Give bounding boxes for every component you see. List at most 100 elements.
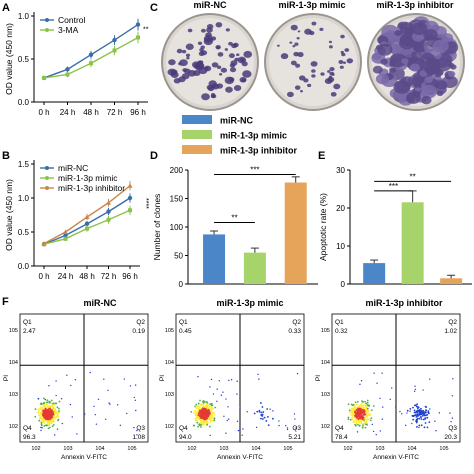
- colony: [200, 45, 205, 50]
- event-dot: [49, 413, 52, 416]
- event-dot: [356, 414, 358, 417]
- event-dot: [210, 404, 213, 407]
- legend-swatch: [182, 145, 212, 154]
- x-tick-label: 102: [343, 446, 352, 452]
- colony: [324, 78, 333, 85]
- event-dot: [209, 421, 212, 423]
- event-dot: [348, 411, 351, 413]
- event-dot: [359, 383, 361, 386]
- significance-label: ***: [389, 182, 398, 191]
- event-dot: [370, 409, 373, 412]
- quadrant-label: Q4: [179, 425, 188, 432]
- event-dot: [52, 402, 55, 405]
- event-dot: [375, 433, 377, 436]
- event-dot: [40, 423, 43, 426]
- event-dot: [389, 398, 391, 401]
- event-dot: [55, 412, 58, 414]
- colony: [187, 28, 193, 33]
- event-dot: [236, 380, 238, 382]
- colony: [217, 52, 224, 57]
- event-dot: [53, 416, 56, 419]
- event-dot: [95, 423, 98, 425]
- event-dot: [57, 418, 60, 421]
- colony: [420, 52, 436, 65]
- event-dot: [399, 410, 401, 413]
- event-dot: [434, 420, 436, 422]
- colony: [297, 52, 304, 58]
- event-dot: [365, 409, 368, 412]
- x-tick-label: 48 h: [79, 272, 95, 281]
- data-point: [84, 221, 90, 227]
- event-dot: [207, 414, 210, 417]
- event-dot: [353, 419, 356, 422]
- event-dot: [226, 419, 228, 422]
- event-dot: [48, 421, 50, 424]
- dish-agar: [166, 18, 254, 106]
- colony: [225, 28, 230, 32]
- event-dot: [204, 416, 207, 419]
- quadrant-value: 0.32: [335, 328, 348, 335]
- event-dot: [355, 403, 358, 406]
- event-dot: [365, 421, 367, 423]
- colony: [406, 96, 415, 104]
- event-dot: [355, 408, 358, 411]
- colony: [399, 36, 415, 50]
- event-dot: [222, 391, 224, 393]
- event-dot: [48, 417, 50, 420]
- event-dot: [411, 422, 413, 425]
- event-dot: [201, 419, 204, 421]
- colony: [331, 73, 335, 76]
- event-dot: [46, 399, 49, 402]
- event-dot: [369, 414, 372, 416]
- event-dot: [66, 374, 68, 376]
- event-dot: [40, 421, 43, 424]
- quadrant-value: 1.02: [444, 328, 457, 335]
- event-dot: [50, 402, 53, 405]
- colony: [344, 48, 350, 52]
- bar: [440, 278, 463, 284]
- event-dot: [198, 412, 200, 414]
- panel-letter-c: C: [150, 2, 158, 14]
- x-tick-label: 104: [407, 446, 416, 452]
- event-dot: [359, 415, 362, 418]
- event-dot: [284, 425, 287, 427]
- colony: [241, 78, 247, 83]
- x-axis-label: Annexin V-FITC: [373, 454, 419, 461]
- colony: [435, 72, 442, 78]
- event-dot: [196, 411, 199, 414]
- event-dot: [420, 424, 423, 427]
- colony: [220, 67, 228, 73]
- event-dot: [70, 384, 72, 387]
- colony: [292, 44, 296, 48]
- event-dot: [350, 411, 352, 413]
- event-dot: [51, 425, 54, 428]
- legend-label: miR-NC: [220, 116, 253, 126]
- event-dot: [43, 422, 46, 424]
- event-dot: [425, 409, 428, 412]
- colony: [404, 27, 414, 35]
- event-dot: [347, 418, 350, 421]
- event-dot: [351, 416, 354, 418]
- flow-title-3: miR-1-3p inhibitor: [365, 298, 443, 308]
- event-dot: [52, 409, 55, 412]
- event-dot: [353, 412, 355, 415]
- colony: [413, 43, 424, 52]
- data-point: [88, 52, 94, 57]
- event-dot: [363, 404, 366, 406]
- event-dot: [351, 407, 354, 410]
- event-dot: [372, 405, 375, 407]
- colony: [423, 61, 441, 75]
- event-dot: [195, 410, 197, 413]
- data-point: [128, 208, 132, 213]
- panel-letter-f: F: [2, 296, 9, 308]
- event-dot: [263, 416, 266, 419]
- event-dot: [52, 404, 55, 407]
- colony: [309, 30, 315, 36]
- event-dot: [208, 413, 211, 416]
- colony: [328, 40, 332, 44]
- event-dot: [52, 421, 55, 423]
- event-dot: [46, 412, 49, 415]
- bar: [401, 202, 424, 284]
- event-dot: [216, 400, 218, 402]
- chart-b: 0.0 0.5 1.0 1.5 0 h 24 h 48 h 72 h 96 h OD value …: [4, 160, 149, 281]
